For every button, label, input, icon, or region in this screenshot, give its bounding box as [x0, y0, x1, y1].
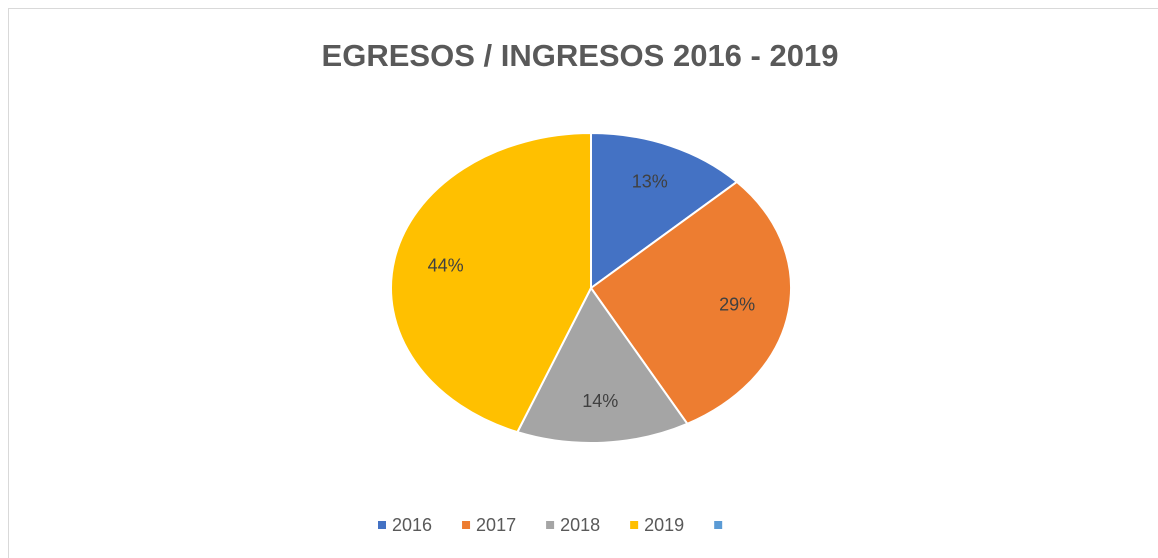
legend-label: 2017 [476, 515, 516, 535]
chart-title: EGRESOS / INGRESOS 2016 - 2019 [322, 38, 839, 73]
data-label: 14% [582, 391, 618, 411]
pie-slice [515, 286, 689, 444]
legend-marker [630, 521, 639, 529]
legend-marker [462, 521, 471, 529]
data-label: 44% [428, 255, 464, 275]
legend-marker [714, 521, 723, 529]
legend-label: 2016 [392, 515, 432, 535]
legend-label: 2019 [644, 515, 684, 535]
legend-label: 2018 [560, 515, 600, 535]
legend-marker [378, 521, 386, 529]
pie-slice [390, 131, 592, 434]
legend-marker [546, 521, 555, 529]
data-label: 29% [719, 295, 755, 315]
pie-slice [589, 180, 792, 426]
pie-slice [590, 131, 739, 290]
data-label: 13% [632, 171, 668, 191]
